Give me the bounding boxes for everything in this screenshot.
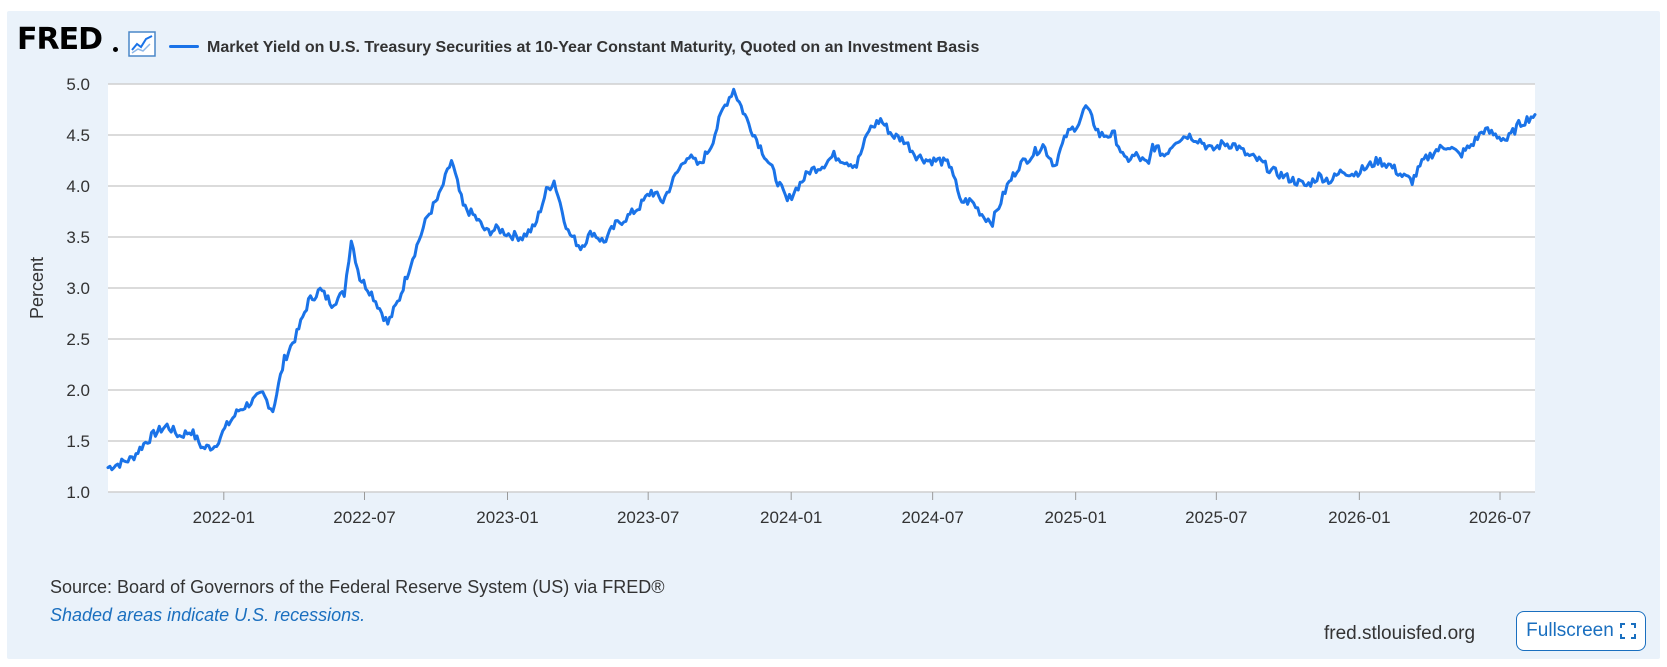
x-tick-label: 2026-01 [1328,508,1390,527]
line-chart: 1.01.52.02.53.03.54.04.55.0 2022-01 2022-… [27,75,1537,527]
x-tick-label: 2022-07 [333,508,395,527]
series-line-10yr-yield [106,87,1537,472]
trend-line-icon[interactable] [128,31,156,57]
y-tick-label: 4.0 [66,177,90,196]
x-tick-labels: 2022-01 2022-07 2023-01 2023-07 2024-01 2024-… [193,508,1532,527]
x-tick-label: 2025-07 [1185,508,1247,527]
expand-icon [1619,623,1636,639]
legend-line-swatch [169,45,199,48]
y-tick-label: 4.5 [66,126,90,145]
series-title: Market Yield on U.S. Treasury Securities… [207,39,980,56]
x-tick-label: 2025-01 [1044,508,1106,527]
y-tick-labels: 1.0 1.5 2.0 2.5 3.0 3.5 4.0 4.5 5.0 [66,75,90,502]
x-tick-label: 2022-01 [193,508,255,527]
x-tick-label: 2026-07 [1469,508,1531,527]
x-tick-label: 2023-07 [617,508,679,527]
fred-logo[interactable]: FRED [17,22,103,57]
y-tick-label: 1.5 [66,432,90,451]
source-text: Source: Board of Governors of the Federa… [50,577,665,597]
y-tick-label: 3.5 [66,228,90,247]
y-tick-label: 1.0 [66,483,90,502]
y-tick-label: 3.0 [66,279,90,298]
y-tick-label: 2.0 [66,381,90,400]
fred-logo-dot [113,47,118,52]
fullscreen-label: Fullscreen [1526,620,1614,641]
chart-header: FRED Market Yield on U.S. Treasury Secur… [17,19,1017,69]
y-axis-label: Percent [27,257,47,319]
fullscreen-button[interactable]: Fullscreen [1516,611,1646,651]
y-tick-label: 5.0 [66,75,90,94]
x-tick-label: 2024-01 [760,508,822,527]
chart-panel: FRED Market Yield on U.S. Treasury Secur… [7,11,1660,659]
x-tick-label: 2023-01 [476,508,538,527]
x-tick-label: 2024-07 [901,508,963,527]
recession-note: Shaded areas indicate U.S. recessions. [50,605,366,625]
site-url[interactable]: fred.stlouisfed.org [1324,623,1476,644]
y-tick-label: 2.5 [66,330,90,349]
